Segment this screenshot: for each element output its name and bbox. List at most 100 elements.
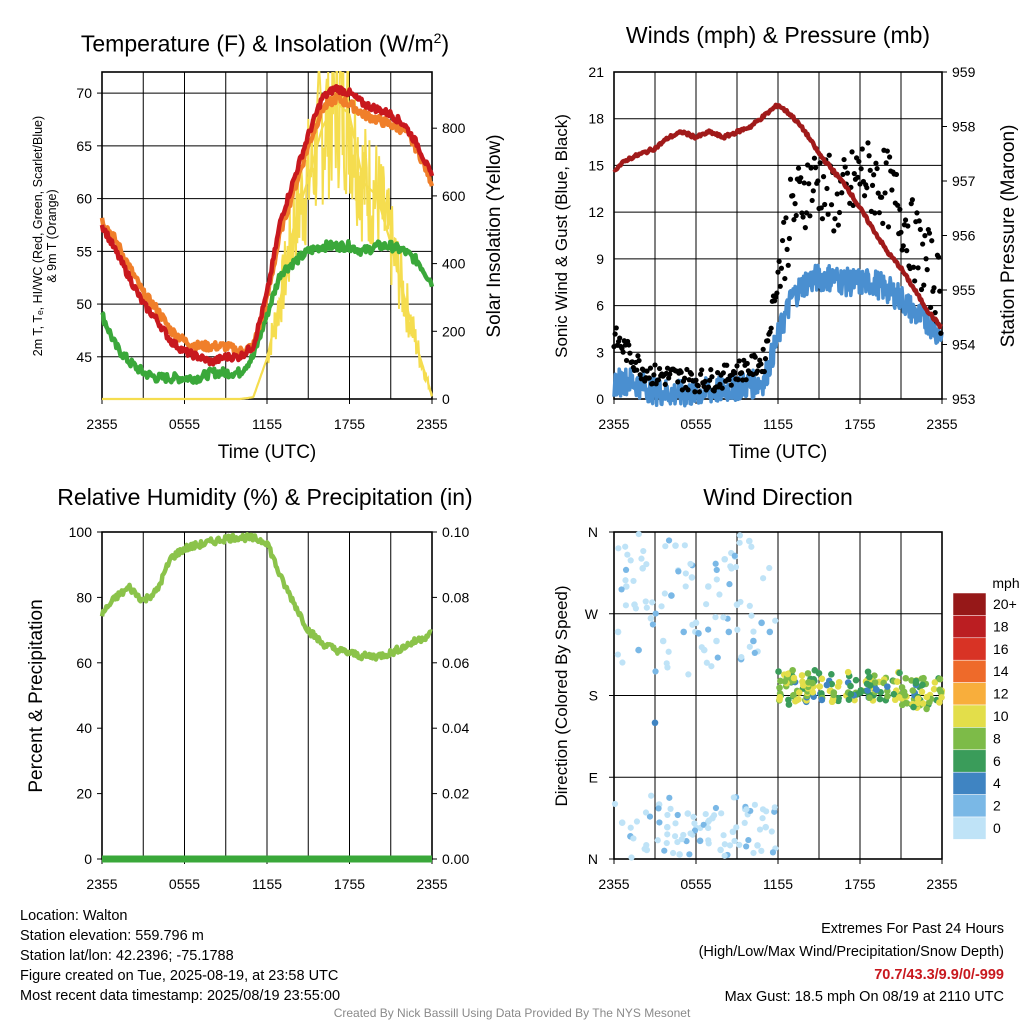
dir-point [746,537,753,545]
temp-ytick-right-label: 600 [442,188,466,204]
wind-gust-point [873,160,879,166]
dir-point [894,678,901,685]
dir-point [664,823,671,831]
dir-point [746,602,753,609]
extremes-heading: Extremes For Past 24 Hours [821,921,1004,937]
wind-gust-point [865,140,871,146]
dir-point [726,581,733,588]
wind-gust-point [909,197,915,203]
wind-gust-point [917,226,923,233]
dir-point [622,602,630,609]
wind-gust-point [738,370,745,376]
rh-panel-title: Relative Humidity (%) & Precipitation (i… [57,484,473,510]
temp-ylabel: 2m T, Tₑ, HI/WC (Red, Green, Scarlet/Blu… [31,116,45,356]
colorbar-label: 6 [993,753,1001,769]
dir-point [763,808,770,815]
rh-xtick-label: 1155 [252,876,282,892]
wind-gust-point [801,180,807,186]
rh-ytick-label: 100 [69,524,93,540]
wind-gust-point [617,335,623,341]
dir-point [741,819,748,827]
colorbar-swatch [952,682,987,706]
dir-point [712,614,719,621]
dir-point [845,696,853,703]
wind-gust-point [613,325,619,331]
wind-gust-point [797,178,803,185]
dir-point [716,591,723,598]
extremes-values: 70.7/43.3/9.9/0/-999 [874,967,1004,983]
dir-point [614,651,621,658]
dir-point [938,694,945,701]
dir-point [736,532,744,539]
dir-point [680,628,687,636]
dir-point [743,843,750,850]
dir-point [766,628,774,636]
rh-series-humidity [99,532,434,662]
dir-point [681,542,688,549]
credit-line: Created By Nick Bassill Using Data Provi… [333,1006,691,1020]
wind-gust-point [702,378,708,385]
temp-xtick-label: 2355 [416,416,447,432]
rh-xtick-label: 0555 [169,876,200,892]
dir-panel-title: Wind Direction [703,484,853,510]
temp-ylabel-line2: & 9m T (Orange) [45,189,59,282]
wind-gust-point [743,377,749,383]
dir-point [630,835,637,842]
wind-gust-point [937,288,943,294]
wind-ytick-label: 0 [596,391,604,407]
dir-point [647,614,655,622]
extremes-legend: (High/Low/Max Wind/Precipitation/Snow De… [698,944,1004,960]
temp-panel-title: Temperature (F) & Insolation (W/m2) [81,30,449,58]
dir-point [750,628,757,635]
wind-gust-point [808,165,814,171]
dir-point [771,804,778,811]
dir-point [623,583,630,590]
rh-ytick-label: 60 [76,655,92,671]
wind-gust-point [905,223,911,229]
temp-series-dewpoint [100,239,435,385]
dir-point [663,660,670,667]
wind-gust-point [898,229,904,235]
wind-ytick-label: 9 [596,251,604,267]
wind-gust-point [647,365,654,371]
wind-gust-point [826,152,832,158]
wind-gust-point [777,283,783,289]
wind-gust-point [803,210,810,216]
wind-gust-point [858,166,864,172]
dir-point [614,628,622,636]
wind-gust-point [793,212,799,219]
dir-point [811,667,819,674]
wind-xtick-label: 0555 [680,416,711,432]
wind-gust-point [635,353,641,359]
colorbar-label: 12 [993,686,1009,702]
wind-gust-point [819,216,826,222]
dir-point [718,810,725,817]
colorbar-swatch [952,592,987,616]
dir-point [688,574,696,581]
dir-point [828,670,835,678]
dir-point [687,830,694,837]
dir-point [818,696,826,704]
wind-gust-point [685,387,691,393]
dir-ylabel: Direction (Colored By Speed) [552,585,571,806]
wind-ylabel: Sonic Wind & Gust (Blue, Black) [552,114,571,358]
dir-point [669,849,677,857]
dir-ytick-label: N [588,524,598,540]
dir-point [902,674,910,682]
wind-gust-point [655,377,662,383]
wind-gust-point [652,362,658,368]
dir-point [936,686,943,694]
wind-gust-point [776,258,782,264]
wind-gust-point [791,217,797,223]
dir-point [914,695,922,702]
dir-point [852,676,860,684]
colorbar-swatch [952,615,987,639]
wind-gust-point [810,188,816,194]
info-latlon: Station lat/lon: 42.2396; -75.1788 [20,948,234,964]
colorbar-swatch [952,659,987,683]
dir-point [682,570,689,577]
temp-ylabel-right: Solar Insolation (Yellow) [484,134,505,337]
dir-point [766,564,773,572]
dir-point [866,682,874,689]
dir-point [695,629,702,637]
